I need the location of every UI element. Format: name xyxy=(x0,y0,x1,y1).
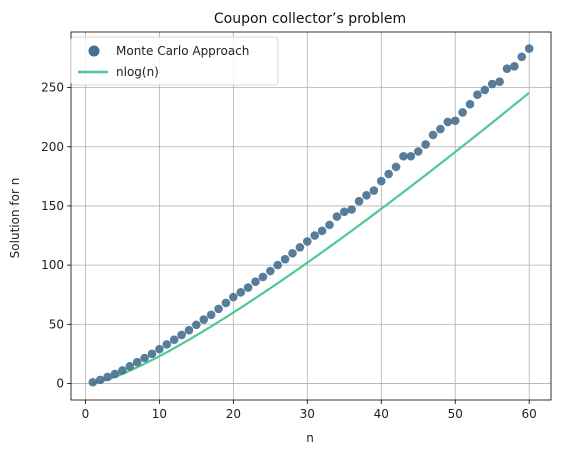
data-point xyxy=(495,77,504,86)
legend-label-nlogn: nlog(n) xyxy=(116,65,159,79)
data-point xyxy=(384,169,393,179)
x-tick-label: 0 xyxy=(82,407,90,421)
y-tick-label: 200 xyxy=(41,140,64,154)
series-nlogn xyxy=(92,91,530,385)
data-point xyxy=(339,207,349,217)
data-point xyxy=(229,292,238,302)
data-point xyxy=(428,130,438,140)
data-point xyxy=(502,64,512,73)
data-point xyxy=(103,372,112,382)
data-point xyxy=(487,79,497,89)
data-point xyxy=(214,304,223,314)
data-point xyxy=(184,325,194,335)
data-point xyxy=(347,205,356,214)
data-point xyxy=(510,62,519,71)
data-point xyxy=(280,254,290,264)
data-point xyxy=(303,237,312,246)
y-axis-ticks: 0 50 100 150 200 250 xyxy=(41,81,71,390)
data-point xyxy=(480,85,490,95)
data-point xyxy=(406,151,416,161)
legend-box xyxy=(70,36,279,86)
data-point xyxy=(317,226,327,236)
data-point xyxy=(517,52,527,62)
data-point xyxy=(132,357,142,367)
data-point xyxy=(465,99,475,109)
data-point xyxy=(354,196,364,206)
data-point xyxy=(458,108,467,117)
legend-marker-monte-carlo xyxy=(88,45,100,57)
data-point xyxy=(236,288,246,297)
data-point xyxy=(273,260,283,270)
x-tick-label: 50 xyxy=(448,407,463,421)
data-point xyxy=(295,243,305,252)
data-point xyxy=(88,377,98,387)
data-point xyxy=(177,330,186,340)
x-axis-ticks: 0 10 20 30 40 50 60 xyxy=(82,400,537,421)
data-point xyxy=(436,124,445,134)
legend: Monte Carlo Approach nlog(n) xyxy=(70,36,279,86)
data-point xyxy=(95,375,105,385)
data-point xyxy=(421,140,430,149)
data-point xyxy=(310,231,320,240)
series-monte-carlo xyxy=(88,44,534,387)
y-tick-label: 250 xyxy=(41,81,64,95)
x-tick-label: 20 xyxy=(226,407,241,421)
legend-label-monte-carlo: Monte Carlo Approach xyxy=(116,44,249,58)
nlogn-line xyxy=(92,91,530,385)
data-point xyxy=(147,349,157,359)
data-point xyxy=(199,315,209,324)
data-point xyxy=(251,277,260,286)
y-tick-label: 150 xyxy=(41,199,64,213)
y-tick-label: 100 xyxy=(41,258,64,272)
data-point xyxy=(155,344,164,354)
data-point xyxy=(162,340,172,349)
data-point xyxy=(450,116,460,126)
chart-title: Coupon collector’s problem xyxy=(214,11,406,27)
data-point xyxy=(221,298,231,308)
data-point xyxy=(288,248,297,258)
data-point xyxy=(206,310,216,320)
data-point xyxy=(140,353,149,363)
data-point xyxy=(243,283,253,292)
x-axis-label: n xyxy=(306,431,314,445)
x-tick-label: 60 xyxy=(522,407,537,421)
data-point xyxy=(391,162,401,172)
data-point xyxy=(473,90,482,100)
data-point xyxy=(362,190,371,200)
x-tick-label: 30 xyxy=(300,407,315,421)
data-point xyxy=(376,176,386,186)
data-point xyxy=(443,117,453,127)
data-point xyxy=(325,220,334,230)
data-point xyxy=(399,151,408,161)
data-point xyxy=(258,272,268,282)
x-tick-label: 10 xyxy=(152,407,167,421)
data-point xyxy=(118,366,127,375)
y-tick-label: 50 xyxy=(49,317,64,331)
data-point xyxy=(192,320,201,330)
grid xyxy=(71,32,551,400)
y-tick-label: 0 xyxy=(56,376,64,390)
data-point xyxy=(125,361,135,371)
data-point xyxy=(169,335,179,344)
data-point xyxy=(524,44,534,53)
data-point xyxy=(110,369,120,379)
data-point xyxy=(413,147,423,156)
data-point xyxy=(266,266,275,276)
plot-frame xyxy=(70,31,552,401)
data-point xyxy=(369,186,379,195)
x-tick-label: 40 xyxy=(374,407,389,421)
y-axis-label: Solution for n xyxy=(8,178,22,259)
data-point xyxy=(332,212,342,221)
